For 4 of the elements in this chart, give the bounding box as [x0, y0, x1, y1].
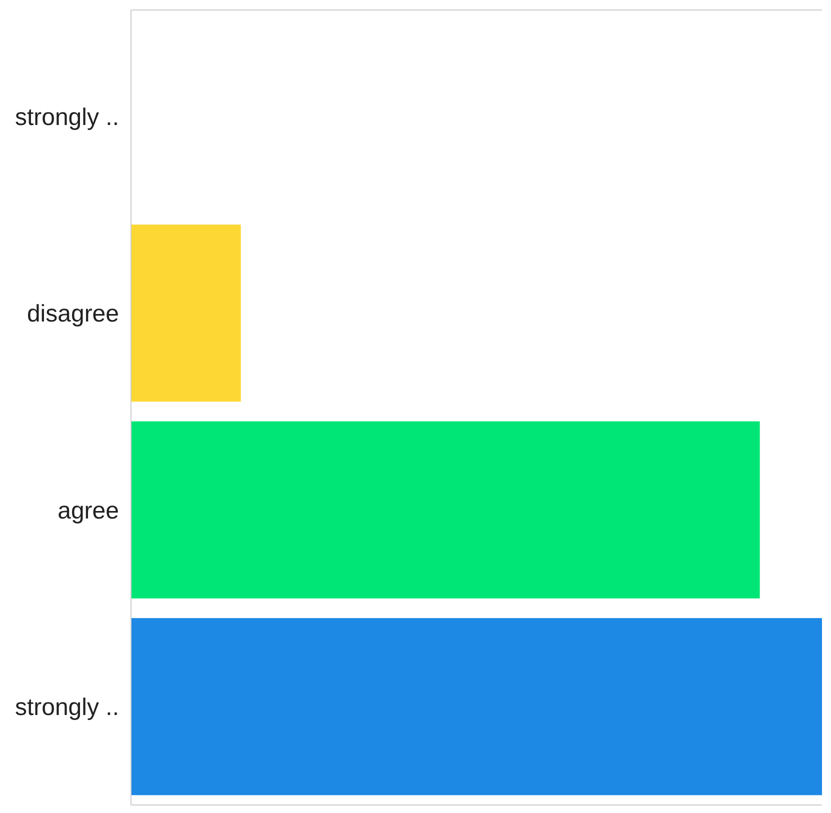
- y-tick-label: strongly ..: [14, 694, 119, 722]
- y-tick-label: strongly ..: [14, 104, 119, 131]
- y-tick-label: agree: [58, 497, 119, 524]
- y-tick-label: disagree: [26, 300, 119, 328]
